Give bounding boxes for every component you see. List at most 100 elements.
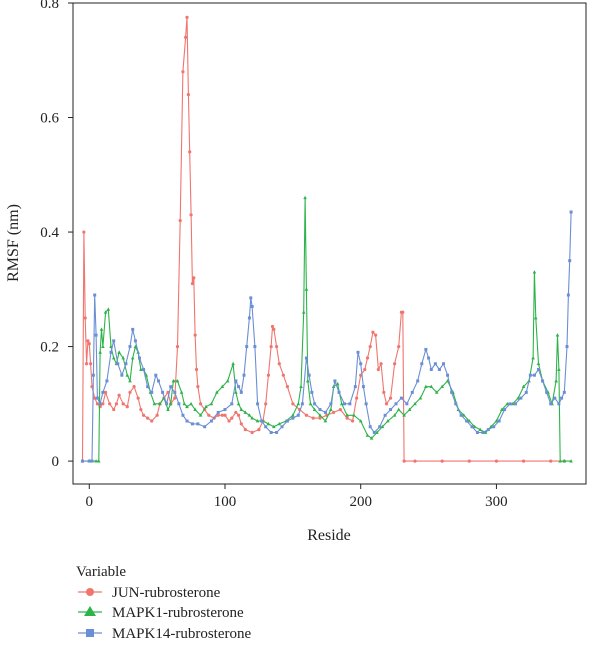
data-point (454, 402, 458, 406)
data-point (296, 401, 301, 406)
legend: Variable JUN-rubrosterone MAPK1-rubroste… (76, 564, 251, 642)
data-point (418, 396, 423, 400)
data-point (304, 413, 309, 417)
data-point (508, 402, 512, 406)
legend-label-mapk1: MAPK1-rubrosterone (112, 605, 244, 621)
data-point (541, 379, 545, 383)
data-point (193, 333, 197, 337)
data-point (247, 316, 251, 320)
data-point (296, 413, 300, 417)
data-point (379, 362, 383, 366)
data-point (380, 424, 385, 429)
y-tick-label: 0.2 (40, 340, 59, 356)
data-point (492, 425, 496, 429)
data-point (301, 310, 306, 314)
data-point (339, 401, 344, 406)
data-point (323, 419, 328, 423)
plot-panel-border (72, 2, 587, 485)
data-point (250, 430, 254, 435)
data-point (394, 402, 398, 406)
data-point (308, 401, 313, 406)
data-point (157, 379, 160, 383)
data-point (239, 390, 243, 394)
data-point (223, 413, 227, 417)
data-point (247, 413, 252, 417)
data-point (376, 367, 380, 372)
data-point (155, 413, 159, 417)
data-point (497, 419, 501, 423)
data-point (179, 390, 184, 394)
data-point (291, 402, 295, 406)
data-point (359, 362, 363, 366)
data-point (382, 390, 386, 394)
x-axis-title: Reside (307, 527, 351, 544)
x-tick-label: 100 (214, 494, 237, 510)
data-point (188, 150, 192, 154)
data-point (566, 293, 570, 297)
data-point (91, 373, 95, 377)
data-point (365, 433, 370, 437)
data-point (269, 344, 273, 349)
data-point (342, 402, 346, 406)
data-point (139, 407, 143, 412)
data-point (562, 390, 566, 394)
data-point (521, 459, 526, 463)
data-point (331, 410, 336, 415)
series-jun-rubrosterone (80, 15, 566, 463)
data-point (114, 402, 119, 406)
data-point (266, 421, 271, 426)
data-point (275, 430, 279, 434)
data-point (136, 396, 140, 400)
data-point (352, 413, 356, 417)
data-point (146, 385, 150, 389)
data-point (121, 356, 126, 360)
data-point (89, 362, 93, 366)
data-point (494, 459, 499, 463)
data-point (87, 459, 91, 463)
data-point (178, 218, 182, 223)
data-point (264, 425, 268, 429)
data-point (413, 459, 417, 463)
data-point (374, 333, 378, 337)
data-point (363, 367, 367, 372)
data-point (348, 402, 352, 406)
data-point (101, 344, 105, 348)
data-point (185, 419, 189, 423)
data-point (264, 402, 268, 406)
data-point (569, 459, 573, 463)
data-point (269, 430, 273, 434)
data-point (131, 327, 135, 331)
data-point (531, 356, 535, 360)
data-point (445, 378, 450, 383)
data-point (450, 390, 454, 394)
data-point (364, 402, 368, 406)
data-point (171, 378, 176, 383)
data-point (291, 413, 295, 417)
data-point (198, 413, 203, 417)
data-point (335, 381, 340, 386)
data-point (312, 407, 317, 411)
data-point (553, 396, 557, 400)
data-point (209, 419, 213, 423)
data-point (225, 378, 230, 383)
data-point (98, 350, 102, 354)
data-point (384, 402, 389, 406)
data-point (536, 361, 541, 366)
data-point (243, 410, 248, 414)
data-point (521, 384, 526, 389)
data-point (94, 459, 98, 463)
data-point (185, 15, 189, 19)
data-point (234, 410, 238, 415)
data-point (554, 378, 558, 383)
data-point (402, 459, 406, 463)
data-point (154, 373, 158, 377)
data-point (407, 407, 412, 411)
data-point (196, 385, 200, 389)
data-point (393, 362, 397, 366)
data-point (95, 402, 100, 406)
data-point (467, 459, 471, 463)
data-point (130, 356, 135, 360)
data-point (196, 422, 200, 426)
data-point (291, 416, 295, 420)
